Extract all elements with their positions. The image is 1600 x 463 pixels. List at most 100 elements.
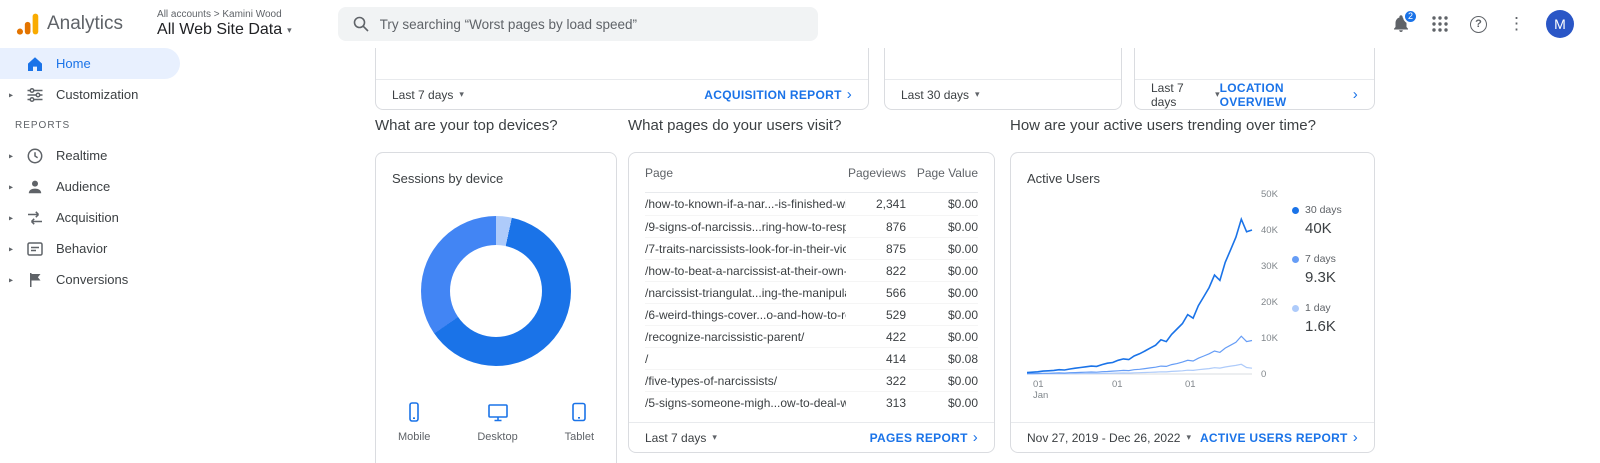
page-value-cell: $0.00 — [947, 197, 978, 211]
table-row: /how-to-known-if-a-nar...-is-finished-wi… — [645, 193, 978, 215]
sidebar-item-customization[interactable]: ▸ Customization — [0, 79, 180, 110]
date-range-selector[interactable]: Last 7 days ▾ — [392, 88, 464, 102]
pages-report-link[interactable]: PAGES REPORT › — [870, 430, 978, 445]
report-link-label: PAGES REPORT — [869, 430, 968, 445]
table-row: / 414 $0.08 — [645, 347, 978, 369]
card-footer: Nov 27, 2019 - Dec 26, 2022 ▾ ACTIVE USER… — [1011, 422, 1374, 452]
legend-value: 40K — [1305, 220, 1332, 237]
help-icon: ? — [1470, 15, 1487, 33]
y-axis-tick: 20K — [1261, 297, 1279, 308]
x-axis-tick: 01 — [1033, 379, 1044, 390]
table-row: /5-signs-someone-migh...ow-to-deal-with-… — [645, 391, 978, 413]
pageviews-cell: 2,341 — [875, 197, 906, 211]
notification-badge: 2 — [1403, 9, 1418, 24]
sidebar-item-audience[interactable]: ▸ Audience — [0, 171, 180, 202]
avatar[interactable]: M — [1546, 10, 1574, 38]
y-axis-tick: 40K — [1261, 225, 1279, 236]
table-row: /6-weird-things-cover...o-and-how-to-res… — [645, 303, 978, 325]
device-label: Tablet — [564, 431, 594, 443]
y-axis-tick: 30K — [1261, 261, 1279, 272]
date-range-selector[interactable]: Last 7 days ▾ — [1151, 81, 1220, 109]
sidebar-item-label: Audience — [56, 179, 111, 194]
analytics-logo[interactable]: Analytics — [0, 11, 123, 37]
sidebar-item-behavior[interactable]: ▸ Behavior — [0, 233, 180, 264]
property-name: All Web Site Data — [157, 21, 283, 38]
sidebar-item-conversions[interactable]: ▸ Conversions — [0, 264, 180, 295]
sidebar-item-label: Customization — [56, 87, 139, 102]
search-bar[interactable] — [337, 7, 818, 41]
expander-icon: ▸ — [9, 213, 14, 222]
location-overview-link[interactable]: LOCATION OVERVIEW › — [1220, 81, 1358, 109]
legend-label: 1 day — [1305, 302, 1331, 314]
pageviews-cell: 875 — [885, 241, 906, 256]
table-row: /how-to-beat-a-narcissist-at-their-own-g… — [645, 259, 978, 281]
apps-button[interactable] — [1431, 15, 1449, 33]
page-value-cell: $0.00 — [947, 285, 978, 300]
legend-dot — [1292, 255, 1299, 263]
page-path-cell: /6-weird-things-cover...o-and-how-to-res… — [645, 307, 846, 322]
card-footer: Last 7 days ▾ LOCATION OVERVIEW › — [1135, 79, 1374, 109]
page-value-cell: $0.00 — [947, 263, 978, 278]
flag-icon — [30, 272, 41, 287]
date-range-selector[interactable]: Last 30 days ▾ — [901, 88, 980, 102]
date-range-label: Last 7 days — [1151, 80, 1184, 109]
date-range-selector[interactable]: Nov 27, 2019 - Dec 26, 2022 ▾ — [1027, 431, 1191, 445]
legend-label: 7 days — [1305, 253, 1336, 265]
help-button[interactable]: ? — [1470, 15, 1487, 33]
breadcrumb: All accounts > Kamini Wood — [157, 9, 282, 20]
caret-down-icon: ▾ — [1215, 89, 1220, 99]
notifications-button[interactable]: 2 — [1392, 9, 1418, 33]
y-axis-tick: 0 — [1261, 369, 1266, 380]
table-row: /7-traits-narcissists-look-for-in-their-… — [645, 237, 978, 259]
mobile-icon — [409, 402, 420, 422]
legend-label: 30 days — [1305, 204, 1342, 216]
swap-arrows-icon — [28, 210, 42, 225]
device-label: Mobile — [398, 431, 431, 443]
sidebar-item-label: Acquisition — [56, 210, 119, 225]
page-path-cell: /how-to-beat-a-narcissist-at-their-own-g… — [645, 263, 846, 278]
page-path-cell: /how-to-known-if-a-nar...-is-finished-wi… — [645, 197, 846, 211]
pages-table: Page Pageviews Page Value /how-to-known-… — [629, 153, 994, 422]
page-path-cell: /9-signs-of-narcissis...ring-how-to-resp… — [645, 219, 846, 234]
more-menu-button[interactable]: ⋮ — [1508, 14, 1525, 33]
active-users-card: Active Users 50K 40K 30K 20K 10K 0 01 Jan 01 01 3… — [1010, 152, 1375, 453]
expander-icon: ▸ — [9, 151, 14, 160]
page-value-cell: $0.00 — [947, 219, 978, 234]
legend-entry-30-days: 30 days 40K — [1292, 204, 1364, 237]
legend-dot — [1292, 304, 1299, 312]
sidebar-item-home[interactable]: Home — [0, 48, 180, 79]
chevron-right-icon: › — [1352, 429, 1358, 446]
table-row: /five-types-of-narcissists/322 $0.00 — [645, 369, 978, 391]
sidebar-item-acquisition[interactable]: ▸ Acquisition — [0, 202, 180, 233]
devices-question-heading: What are your top devices? — [375, 117, 558, 134]
search-icon — [353, 16, 369, 32]
pages-card: Page Pageviews Page Value /how-to-known-… — [628, 152, 995, 453]
table-row: /narcissist-triangulat...ing-the-manipul… — [645, 281, 978, 303]
search-input[interactable] — [379, 16, 804, 32]
legend-entry-7-days: 7 days 9.3K — [1292, 253, 1364, 286]
page-value-cell: $0.08 — [947, 351, 978, 366]
table-row: /recognize-narcissistic-parent/422 $0.00 — [645, 325, 978, 347]
home-icon — [28, 56, 42, 71]
report-link-label: LOCATION OVERVIEW — [1219, 80, 1287, 109]
column-header-page: Page — [645, 165, 674, 180]
header-actions: 2 ? ⋮ M — [1392, 9, 1600, 38]
device-donut — [421, 216, 571, 366]
expander-icon: ▸ — [9, 275, 14, 284]
page-path-cell: /recognize-narcissistic-parent/ — [645, 329, 805, 344]
card-footer: Last 7 days ▾ PAGES REPORT › — [629, 422, 994, 452]
pages-table-body: /how-to-known-if-a-nar...-is-finished-wi… — [645, 193, 978, 413]
expander-icon: ▸ — [9, 90, 14, 99]
clock-icon — [27, 148, 43, 163]
acquisition-report-link[interactable]: ACQUISITION REPORT › — [704, 87, 852, 102]
property-selector[interactable]: All accounts > Kamini Wood All Web Site … — [157, 9, 292, 39]
legend-dot — [1292, 206, 1299, 214]
sidebar-item-label: Behavior — [56, 241, 108, 256]
sidebar: Home ▸ Customization REPORTS ▸ Realtime … — [0, 48, 180, 463]
sidebar-item-realtime[interactable]: ▸ Realtime — [0, 140, 180, 171]
date-range-label: Last 7 days — [392, 87, 454, 102]
date-range-selector[interactable]: Last 7 days ▾ — [645, 431, 717, 445]
active-users-report-link[interactable]: ACTIVE USERS REPORT › — [1200, 430, 1358, 445]
apps-grid-icon — [1432, 16, 1448, 32]
